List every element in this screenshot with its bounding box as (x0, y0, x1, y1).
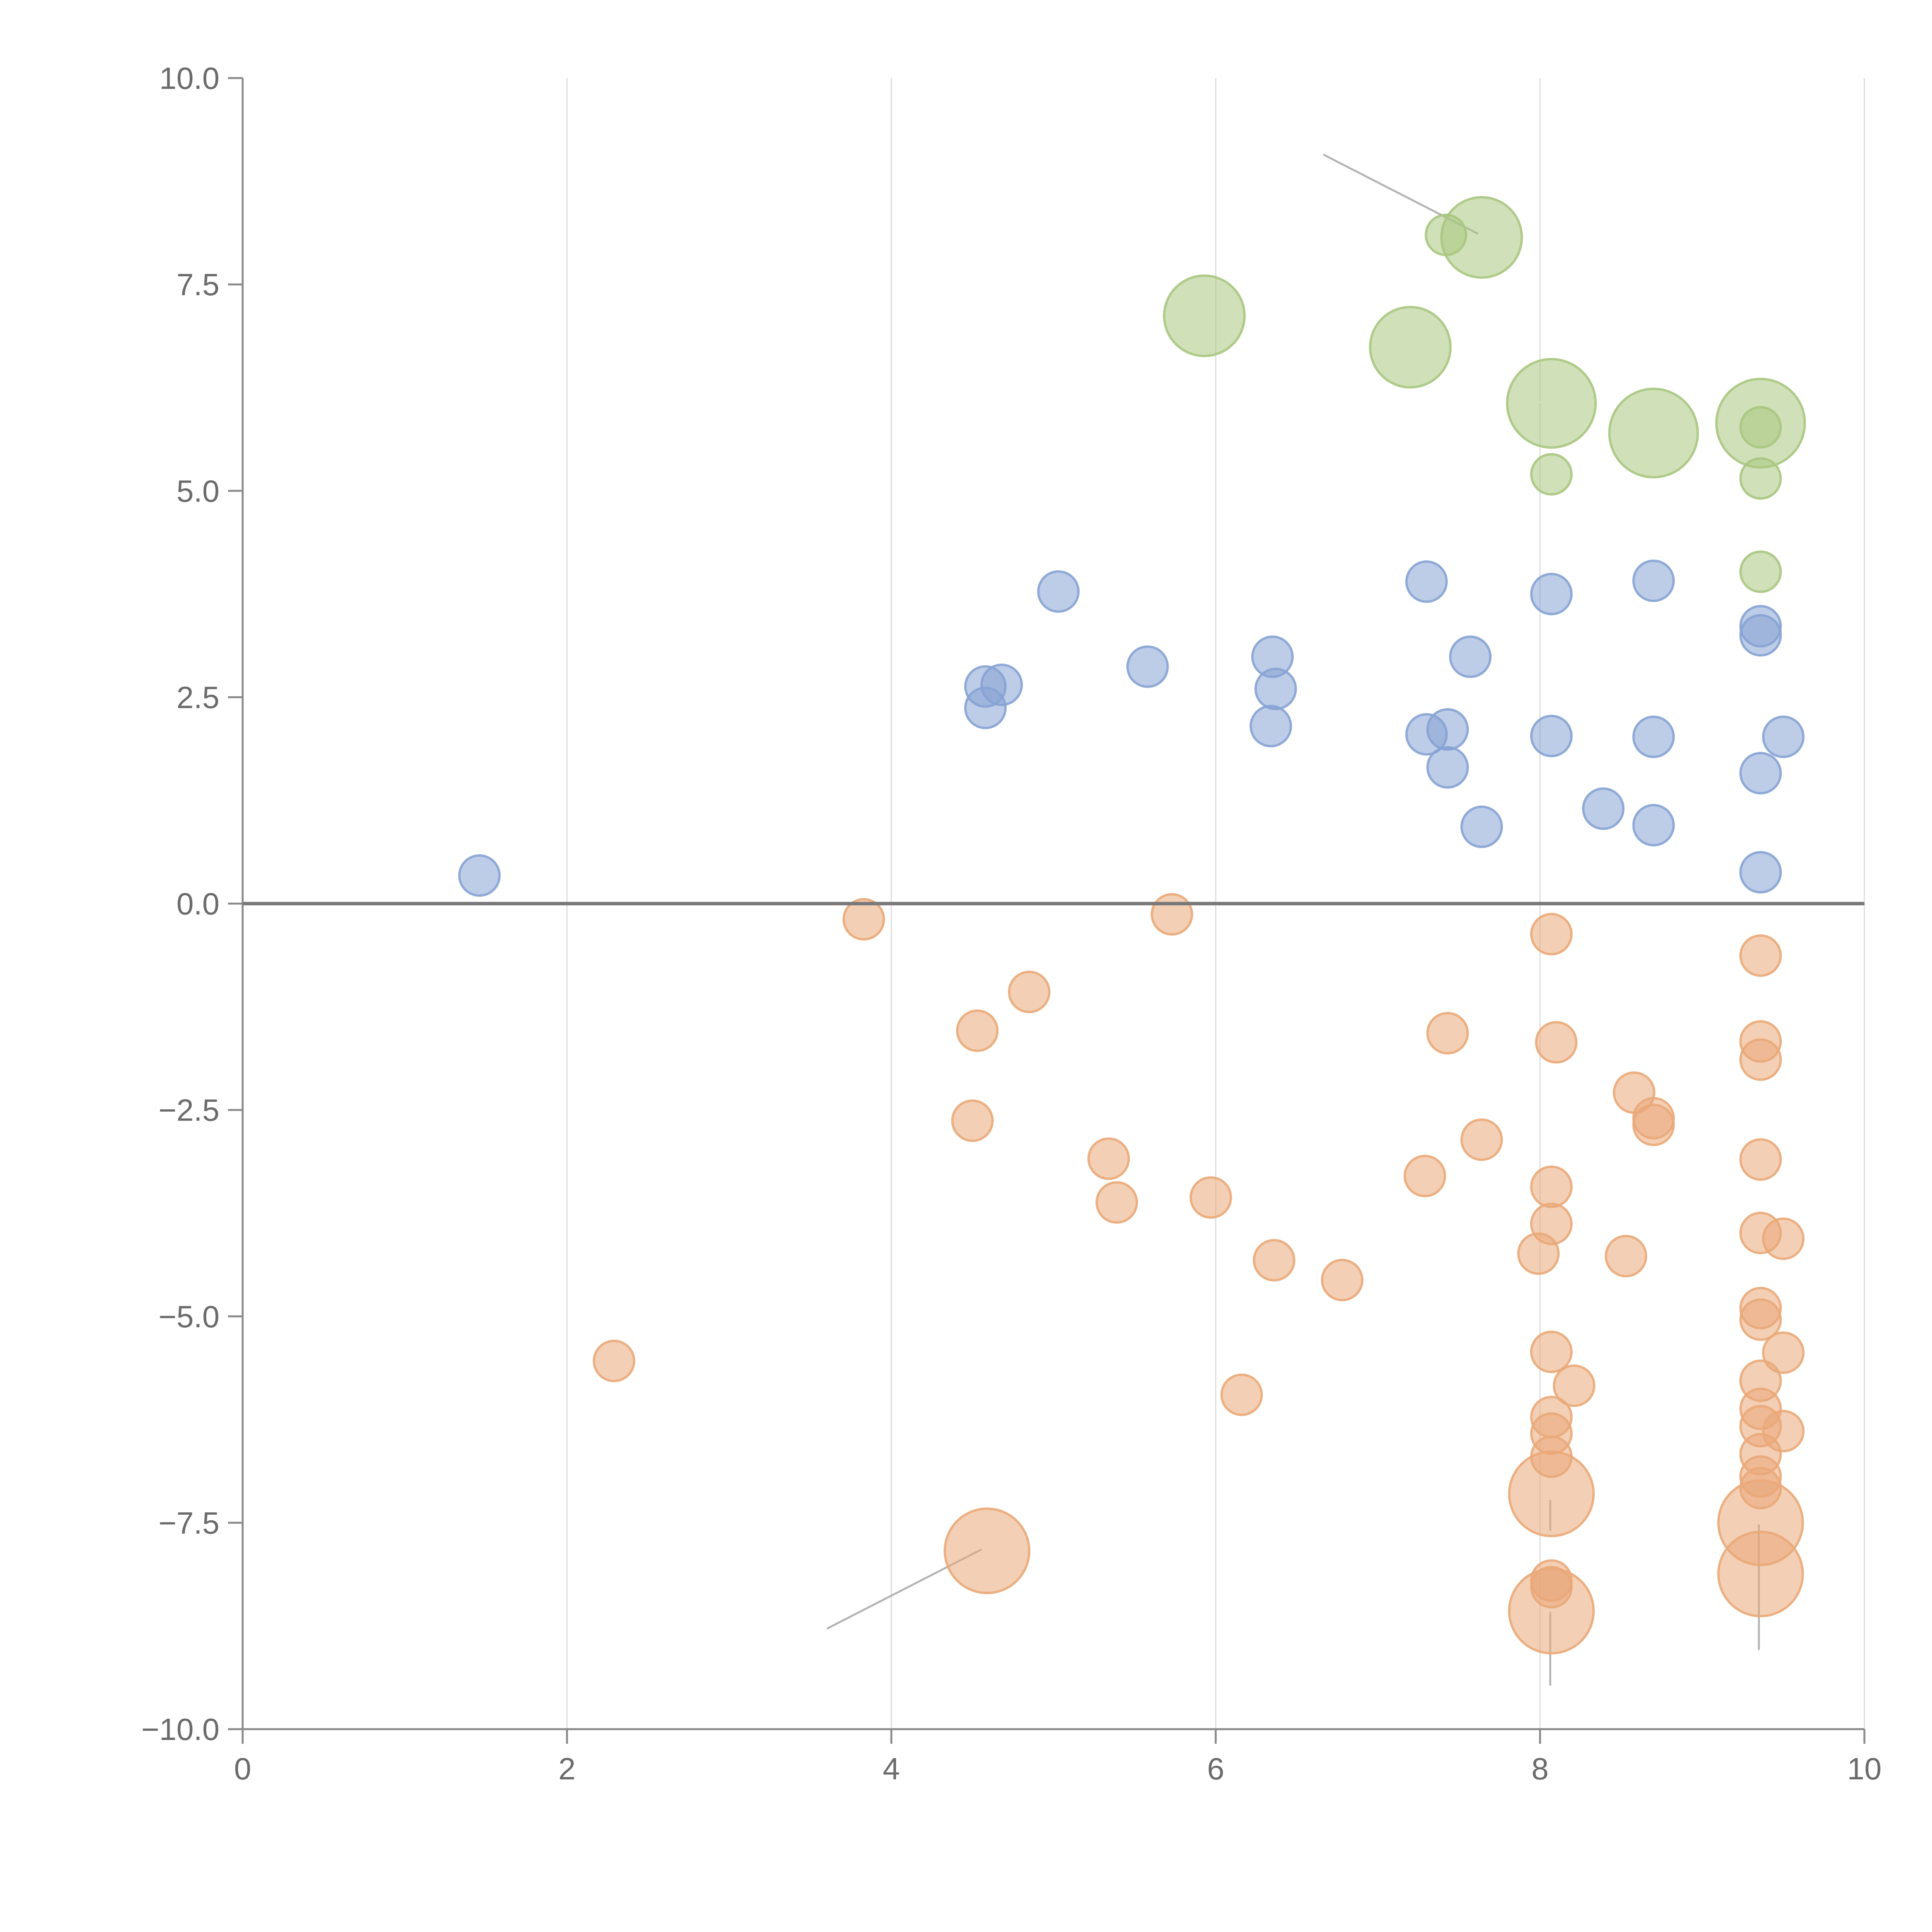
orange-point (1739, 934, 1782, 977)
y-tick-label-4: 0.0 (177, 887, 219, 921)
orange-point (1189, 1176, 1232, 1219)
data-points (458, 196, 1806, 1655)
blue-point (1405, 560, 1448, 603)
orange-point (1530, 913, 1573, 956)
x-tick-label-0: 0 (234, 1752, 252, 1786)
blue-point (1632, 804, 1675, 847)
green-point (1369, 306, 1452, 389)
orange-point (1220, 1373, 1263, 1416)
blue-point (964, 687, 1007, 730)
orange-point (1717, 1531, 1804, 1617)
blue-point (1530, 573, 1573, 616)
green-point (1530, 453, 1573, 496)
blue-point (1582, 787, 1625, 830)
blue-point (458, 854, 501, 897)
orange-point (1530, 1330, 1573, 1373)
green-point (1163, 274, 1246, 357)
x-tick-label-5: 10 (1847, 1752, 1882, 1786)
orange-point (1530, 1165, 1573, 1208)
orange-point (1008, 971, 1051, 1014)
blue-point (1037, 570, 1080, 613)
blue-point (1762, 715, 1805, 758)
orange-point (1535, 1021, 1578, 1064)
orange-point (1605, 1235, 1648, 1277)
orange-point (1739, 1138, 1782, 1181)
orange-point (1762, 1217, 1805, 1260)
orange-point (1095, 1181, 1138, 1224)
orange-point (593, 1340, 636, 1383)
blue-point (1632, 715, 1675, 758)
orange-point (842, 898, 885, 941)
orange-point (944, 1507, 1031, 1594)
y-tick-label-2: 5.0 (177, 474, 219, 508)
orange-point (1403, 1155, 1446, 1197)
y-tick-label-7: −7.5 (158, 1506, 219, 1540)
y-tick-label-6: −5.0 (158, 1299, 219, 1334)
green-point (1608, 388, 1699, 479)
green-point (1440, 196, 1523, 279)
green-point (1739, 457, 1782, 500)
annotation-lines (826, 153, 1760, 1685)
orange-point (1508, 1568, 1595, 1655)
blue-point (1126, 645, 1169, 688)
orange-point (1426, 1012, 1469, 1054)
orange-point (1553, 1364, 1595, 1407)
y-tick-label-5: −2.5 (158, 1093, 219, 1128)
blue-point (1426, 746, 1469, 789)
orange-point (1632, 1104, 1675, 1146)
blue-point (1739, 752, 1782, 794)
orange-point (1253, 1239, 1296, 1282)
y-tick-label-1: 7.5 (177, 267, 219, 302)
orange-point (1321, 1259, 1364, 1301)
blue-point (1530, 714, 1573, 757)
green-point (1739, 406, 1782, 449)
orange-point (1508, 1450, 1595, 1537)
y-tick-label-8: −10.0 (141, 1712, 219, 1747)
y-tick-label-3: 2.5 (177, 680, 219, 714)
x-tick-label-4: 8 (1531, 1752, 1549, 1786)
x-tick-label-2: 4 (883, 1752, 900, 1786)
green-point (1739, 550, 1782, 593)
orange-point (1739, 1038, 1782, 1081)
blue-point (1426, 708, 1469, 751)
green-point (1506, 358, 1597, 449)
blue-point (1739, 614, 1782, 657)
orange-point (1517, 1232, 1560, 1275)
blue-point (1460, 805, 1503, 848)
blue-point (1739, 851, 1782, 894)
blue-point (1449, 635, 1492, 678)
orange-point (1460, 1118, 1503, 1161)
orange-point (1150, 893, 1193, 936)
blue-point (1249, 705, 1292, 748)
orange-point (956, 1009, 999, 1052)
blue-point (1254, 668, 1297, 711)
orange-point (1087, 1137, 1130, 1180)
y-tick-label-0: 10.0 (159, 61, 219, 95)
orange-point (951, 1099, 994, 1142)
orange-point (1739, 1298, 1782, 1341)
blue-point (1632, 560, 1675, 602)
x-tick-label-1: 2 (558, 1752, 576, 1786)
x-tick-label-3: 6 (1207, 1752, 1225, 1786)
orange-point (1762, 1331, 1805, 1374)
